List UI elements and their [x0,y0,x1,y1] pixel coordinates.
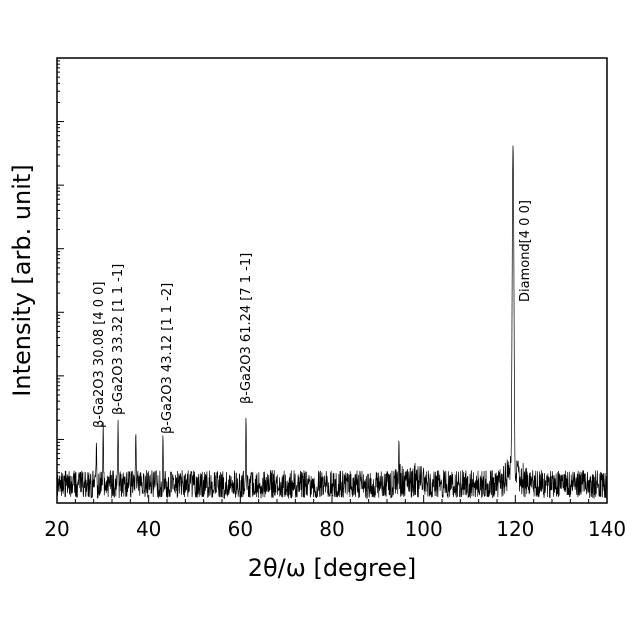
peak-annotation: β-Ga2O3 43.12 [1 1 -2] [160,283,175,434]
x-tick-label: 40 [136,517,161,541]
y-axis-ticks [57,61,64,503]
x-tick-label: 80 [319,517,344,541]
x-tick-label: 20 [44,517,69,541]
peak-annotation: β-Ga2O3 61.24 [7 1 -1] [239,253,254,404]
x-axis-tick-labels: 20 40 60 80 100 120 140 [44,517,626,541]
x-tick-label: 60 [228,517,253,541]
peak-annotations: β-Ga2O3 30.08 [4 0 0] β-Ga2O3 33.32 [1 1 … [92,200,533,434]
x-tick-label: 140 [588,517,626,541]
x-tick-label: 120 [496,517,534,541]
peak-annotation: Diamond[4 0 0] [518,200,533,302]
peak-annotation: β-Ga2O3 33.32 [1 1 -1] [111,264,126,415]
xrd-trace [57,145,607,498]
x-axis-title: 2θ/ω [degree] [248,554,417,582]
xrd-trace-line [57,145,607,498]
y-axis-title: Intensity [arb. unit] [8,164,36,396]
x-axis-ticks [57,495,607,503]
peak-annotation: β-Ga2O3 30.08 [4 0 0] [92,281,107,428]
x-tick-label: 100 [405,517,443,541]
